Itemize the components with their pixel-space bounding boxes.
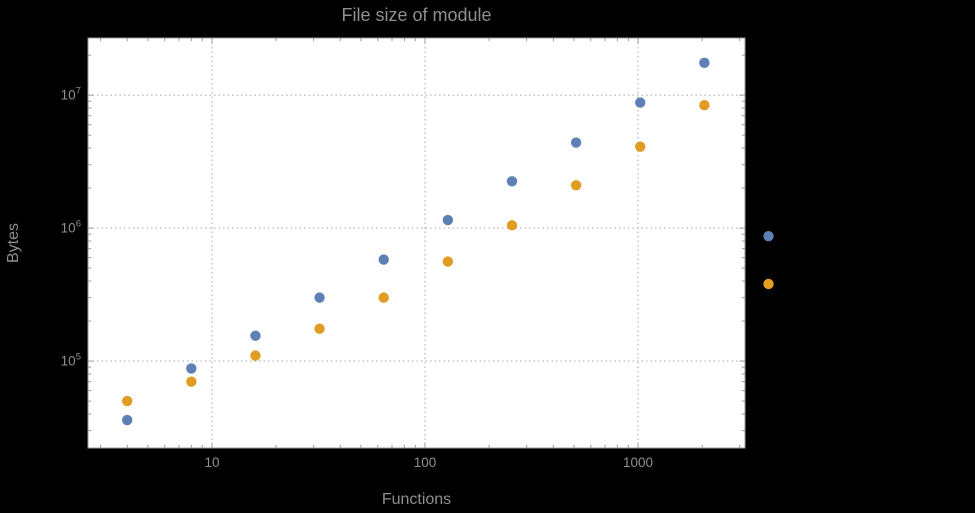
x-tick-label: 10 [204, 455, 219, 470]
series-1-blue-point [763, 230, 774, 242]
x-tick-label: 1000 [623, 455, 653, 470]
series-1-blue-point [186, 363, 197, 374]
series-1-blue-point [506, 176, 518, 187]
series-2-orange-point [699, 100, 710, 111]
series-2-orange-point [250, 350, 261, 361]
series-2-orange-point [314, 323, 325, 334]
series-2-orange-point [122, 395, 133, 407]
series-1-blue-point [570, 137, 582, 148]
plot-area [88, 38, 745, 448]
series-1-blue-point [250, 330, 261, 341]
series-1-blue-point [442, 214, 454, 226]
plot-frame [87, 37, 746, 449]
y-tick-label: 105 [61, 352, 81, 369]
series-2-orange-point [442, 256, 454, 267]
chart-title: File size of module [341, 5, 492, 25]
y-tick-label: 106 [61, 219, 81, 236]
x-tick-label: 100 [414, 455, 437, 470]
series-1-blue-point [314, 292, 325, 303]
series-2-orange-point [186, 376, 197, 387]
x-axis-label: Functions [381, 491, 452, 508]
y-tick-label: 107 [61, 86, 81, 103]
series-2-orange-point [635, 141, 646, 152]
series-2-orange-point [506, 220, 518, 231]
series-2-orange-point [763, 278, 774, 290]
series-1-blue-point [378, 254, 389, 265]
series-1-blue-point [635, 97, 646, 108]
series-2-orange-point [378, 292, 389, 303]
series-2-orange-point [570, 180, 582, 191]
series-1-blue-point [122, 414, 133, 426]
series-1-blue-point [699, 57, 710, 69]
